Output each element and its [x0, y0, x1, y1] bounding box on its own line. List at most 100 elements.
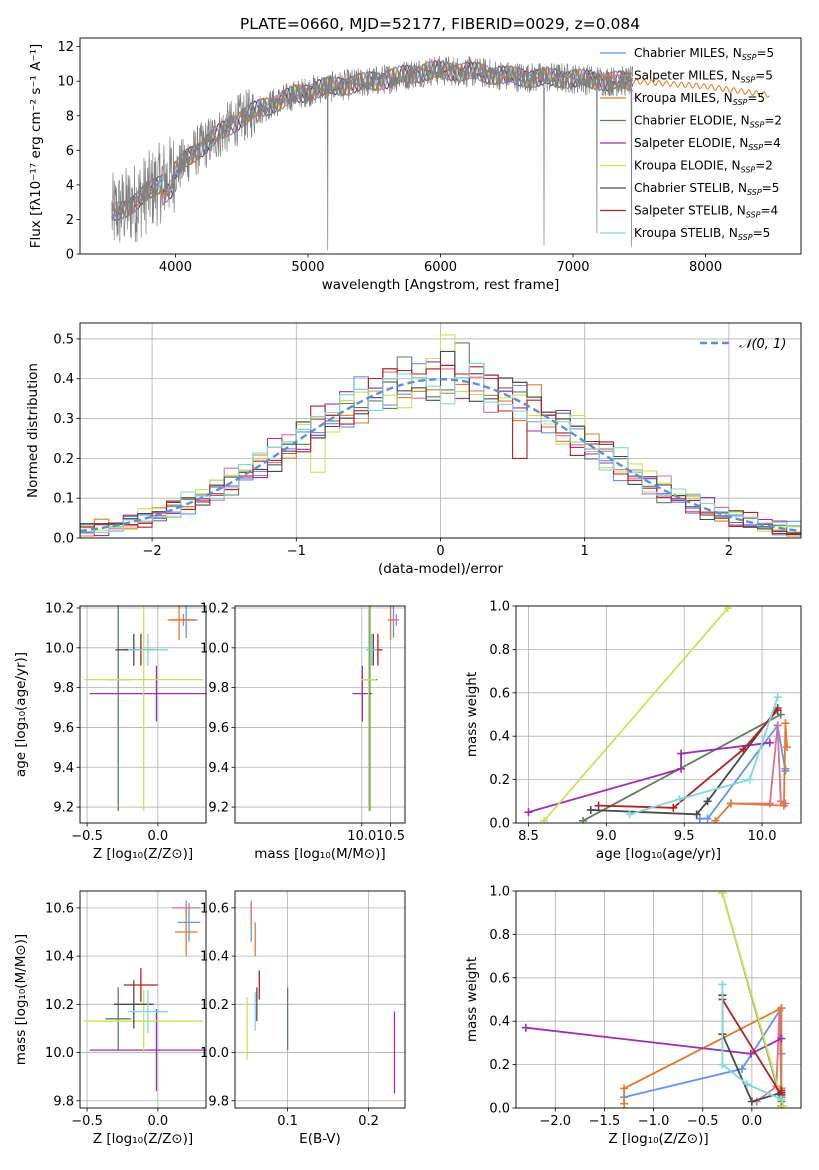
data-point	[745, 775, 754, 784]
axes-frame	[234, 890, 406, 1109]
panel-residual_distribution: −2 −1 0 1 2 0.0 0.1 0.2 0.3 0.4 0.5 (data-model)/er…	[25, 322, 802, 577]
x-axis-label: E(B-V)	[299, 1131, 341, 1147]
data-point	[747, 1097, 756, 1106]
data-point	[711, 816, 720, 823]
y-tick-label: 9.8	[208, 1094, 229, 1109]
data-point	[675, 795, 684, 804]
y-tick-label: 0.6	[489, 971, 510, 986]
data-point	[718, 1060, 727, 1069]
axes-frame	[234, 605, 406, 824]
errorbar-kroupa-stelib	[128, 989, 168, 1034]
ticks: −2 −1 0 1 2 0.0 0.1 0.2 0.3 0.4 0.5	[53, 332, 733, 559]
y-tick-label: 0	[66, 248, 74, 263]
series-line	[528, 741, 771, 813]
y-tick-label: 10.2	[200, 601, 229, 616]
data-point	[703, 797, 712, 806]
y-tick-label: 8	[66, 109, 74, 124]
x-axis-label: (data-model)/error	[378, 561, 504, 577]
x-axis-label: Z [log₁₀(Z/Z⊙)]	[93, 1131, 193, 1147]
ticks: 8.5 9.0 9.5 10.0 0.0 0.2 0.4 0.6 0.8 1.0	[489, 600, 776, 845]
data-point	[677, 749, 686, 758]
x-tick-label: 8.5	[518, 829, 539, 844]
y-tick-label: 10.0	[45, 1046, 74, 1061]
x-tick-label: 0.2	[358, 1114, 379, 1129]
y-tick-label: 0.3	[53, 412, 74, 427]
panel-mass_vs_Z: −0.5 0.0 9.8 10.0 10.2 10.4 10.6 Z [log₁₀(Z/Z⊙)…	[13, 890, 207, 1147]
y-tick-label: 0.0	[53, 532, 74, 547]
y-tick-label: 10.2	[45, 601, 74, 616]
legend-entry: Kroupa MILES, NSSP=5	[634, 91, 765, 107]
y-tick-label: 0.0	[489, 1102, 510, 1117]
x-tick-label: 0.0	[148, 1114, 169, 1129]
series-line	[721, 984, 782, 1101]
y-axis-label: Flux [fλ10⁻¹⁷ erg cm⁻² s⁻¹ A⁻¹]	[28, 44, 44, 249]
errorbar-salpeter-stelib	[123, 968, 158, 1002]
x-tick-label: 4000	[159, 260, 192, 275]
y-tick-label: 9.4	[208, 761, 229, 776]
data-point	[777, 1086, 786, 1095]
data-point	[726, 799, 735, 808]
plot-area	[84, 900, 206, 1092]
series-salpeter-stelib	[594, 706, 782, 812]
y-tick-label: 1.0	[489, 600, 510, 615]
y-tick-label: 9.4	[53, 761, 74, 776]
x-tick-label: 1	[581, 544, 589, 559]
series-kroupa-miles	[711, 719, 791, 823]
series-salpeter-elodie	[521, 1023, 786, 1058]
y-tick-label: 10	[57, 75, 74, 90]
model-kroupa-miles-extension	[632, 78, 770, 98]
y-tick-label: 9.8	[208, 681, 229, 696]
y-tick-label: 0.4	[489, 730, 510, 745]
y-tick-label: 0.0	[489, 817, 510, 832]
y-tick-label: 12	[57, 40, 74, 55]
y-tick-label: 9.6	[208, 721, 229, 736]
x-tick-label: 0.0	[148, 829, 169, 844]
y-tick-label: 0.6	[489, 686, 510, 701]
x-tick-label: −0.5	[71, 829, 103, 844]
errorbar-salpeter-miles	[393, 613, 400, 626]
grid	[80, 606, 206, 823]
errorbar-salpeter-elodie	[89, 665, 206, 722]
errorbar-kroupa-elodie	[84, 606, 204, 812]
x-tick-label: 5000	[291, 260, 324, 275]
y-tick-label: 0.1	[53, 492, 74, 507]
data-point	[620, 1099, 629, 1108]
legend-entry: Kroupa STELIB, NSSP=5	[634, 226, 770, 242]
legend-entry: Salpeter MILES, NSSP=5	[634, 69, 773, 85]
x-tick-label: 9.5	[674, 829, 695, 844]
y-tick-label: 9.2	[208, 801, 229, 816]
x-tick-label: −0.5	[71, 1114, 103, 1129]
plot-area	[521, 891, 788, 1108]
errorbar-chabrier-miles	[177, 903, 201, 942]
grid	[235, 606, 405, 823]
data-point	[677, 764, 686, 773]
panel-age_vs_Z: −0.5 0.0 9.2 9.4 9.6 9.8 10.0 10.2 Z [log₁₀(Z/Z⊙…	[13, 601, 207, 862]
y-tick-label: 2	[66, 213, 74, 228]
data-point	[773, 721, 782, 730]
data-point	[779, 1101, 788, 1108]
errorbar-salpeter-elodie	[89, 1009, 206, 1092]
x-tick-label: 10.5	[376, 829, 405, 844]
data-point	[777, 1004, 786, 1013]
errorbar-kroupa-miles	[174, 907, 198, 957]
x-tick-label: 0	[436, 544, 444, 559]
errorbar-kroupa-stelib	[365, 633, 378, 666]
data-point	[718, 891, 727, 898]
y-axis-label: mass [log₁₀(M/M⊙)]	[13, 934, 29, 1065]
histogram-chabrier-stelib	[80, 350, 801, 536]
legend: Chabrier MILES, NSSP=5 Salpeter MILES, NS…	[600, 46, 782, 242]
data-point	[695, 814, 704, 823]
data-point	[777, 1034, 786, 1043]
errorbar-chabrier-elodie	[105, 987, 131, 1051]
y-tick-label: 9.8	[53, 681, 74, 696]
x-tick-label: 0.1	[277, 1114, 298, 1129]
plot-area	[84, 606, 206, 812]
y-axis-label: age [log₁₀(age/yr)]	[13, 652, 29, 777]
ticks: −0.5 0.0 9.8 10.0 10.2 10.4 10.6	[45, 901, 168, 1129]
data-point	[765, 738, 774, 747]
y-tick-label: 0.5	[53, 332, 74, 347]
data-point	[586, 805, 595, 814]
ticks: 0.1 0.2 9.8 10.0 10.2 10.4 10.6	[200, 901, 379, 1129]
legend-entry: Chabrier MILES, NSSP=5	[634, 46, 774, 62]
